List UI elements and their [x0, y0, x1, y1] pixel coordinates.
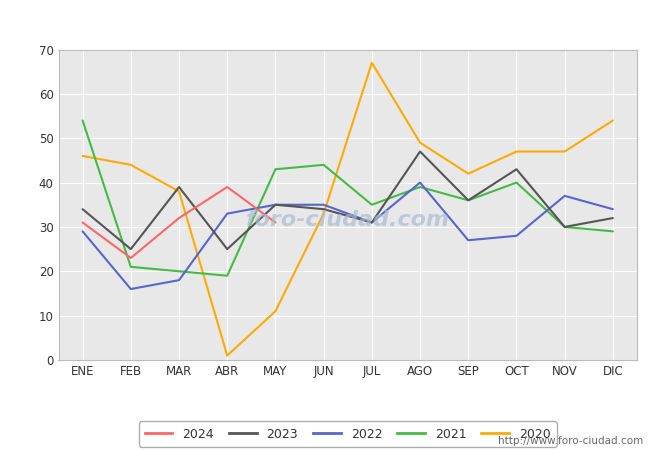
- Legend: 2024, 2023, 2022, 2021, 2020: 2024, 2023, 2022, 2021, 2020: [138, 421, 557, 447]
- Text: Matriculaciones de Vehiculos en Mieres: Matriculaciones de Vehiculos en Mieres: [162, 11, 488, 29]
- Text: foro-ciudad.com: foro-ciudad.com: [246, 210, 450, 230]
- Text: http://www.foro-ciudad.com: http://www.foro-ciudad.com: [499, 436, 644, 446]
